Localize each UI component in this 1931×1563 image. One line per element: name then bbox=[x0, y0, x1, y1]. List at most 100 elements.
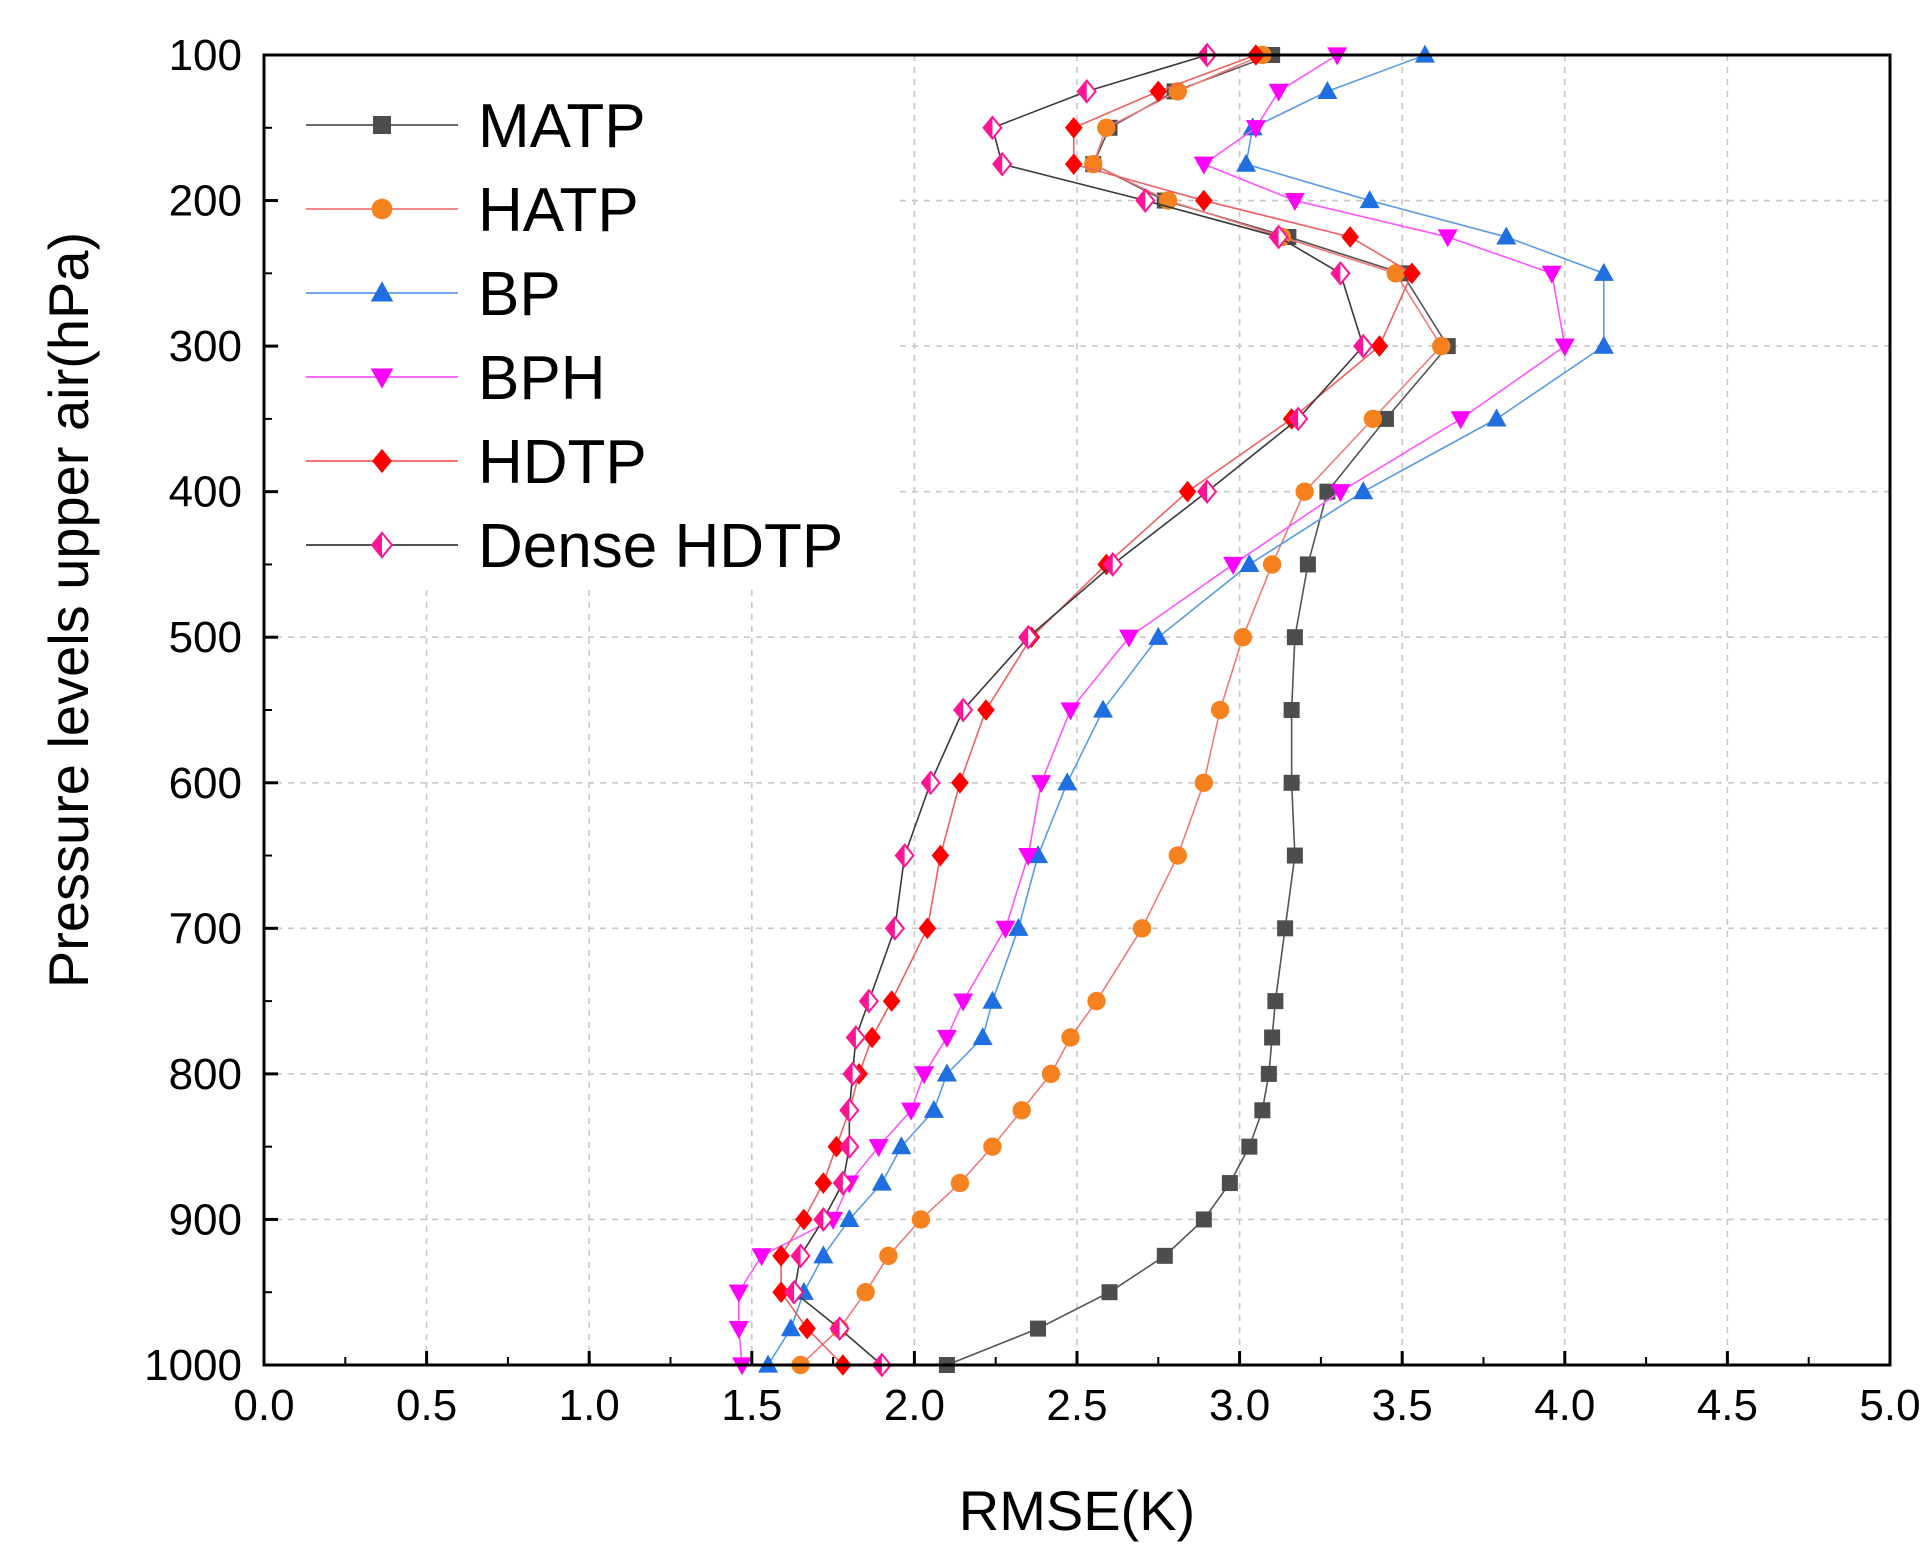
data-point bbox=[1239, 554, 1260, 573]
data-point bbox=[931, 844, 950, 867]
data-point bbox=[829, 1316, 850, 1341]
x-tick-label: 2.0 bbox=[884, 1381, 945, 1430]
y-tick-label: 700 bbox=[169, 904, 242, 953]
data-point bbox=[1178, 480, 1197, 503]
data-point bbox=[1195, 1211, 1212, 1228]
data-point bbox=[977, 699, 995, 721]
data-point bbox=[1363, 409, 1383, 429]
marker-fill bbox=[791, 1245, 801, 1267]
marker-fill bbox=[1354, 335, 1364, 357]
marker-fill bbox=[843, 1063, 853, 1085]
data-point bbox=[813, 1207, 834, 1232]
data-point bbox=[814, 1172, 833, 1194]
x-tick-label: 1.0 bbox=[559, 1381, 620, 1430]
data-point bbox=[1341, 226, 1359, 248]
data-point bbox=[1283, 774, 1300, 791]
marker-fill bbox=[840, 1135, 850, 1158]
data-point bbox=[1330, 260, 1351, 286]
y-tick-label: 100 bbox=[169, 31, 242, 80]
data-point bbox=[772, 1245, 790, 1267]
marker-fill bbox=[1269, 226, 1279, 248]
x-tick-label: 2.5 bbox=[1046, 1381, 1107, 1430]
legend-entry: HATP bbox=[306, 176, 639, 245]
x-tick-label: 0.0 bbox=[233, 1381, 294, 1430]
marker-fill bbox=[830, 1317, 840, 1340]
data-point bbox=[871, 1172, 892, 1191]
data-point bbox=[1168, 846, 1188, 865]
data-point bbox=[1156, 1247, 1173, 1264]
data-point bbox=[813, 1245, 834, 1264]
data-point bbox=[1057, 772, 1078, 791]
data-point bbox=[772, 1281, 790, 1304]
data-point bbox=[982, 990, 1003, 1009]
data-point bbox=[1295, 482, 1314, 501]
series-hdtp bbox=[772, 44, 1421, 1376]
data-point bbox=[953, 993, 974, 1012]
data-point bbox=[1593, 335, 1614, 354]
data-point bbox=[1262, 555, 1282, 574]
data-point bbox=[1353, 333, 1374, 359]
legend-label: BPH bbox=[478, 344, 605, 413]
legend-marker bbox=[370, 281, 394, 302]
marker-fill bbox=[372, 532, 382, 558]
y-tick-label: 900 bbox=[169, 1195, 242, 1244]
y-tick-label: 600 bbox=[169, 759, 242, 808]
x-tick-label: 3.5 bbox=[1372, 1381, 1433, 1430]
x-tick-label: 5.0 bbox=[1859, 1381, 1920, 1430]
data-point bbox=[1486, 408, 1507, 427]
data-point bbox=[995, 920, 1016, 939]
marker-fill bbox=[954, 699, 964, 721]
marker-fill bbox=[860, 990, 869, 1012]
data-point bbox=[1119, 629, 1140, 648]
data-point bbox=[894, 843, 915, 868]
data-point bbox=[1210, 700, 1230, 720]
data-point bbox=[1223, 556, 1244, 575]
legend-marker bbox=[372, 448, 392, 474]
marker-fill bbox=[993, 153, 1003, 175]
data-point bbox=[839, 1134, 860, 1160]
data-point bbox=[1268, 224, 1289, 250]
data-point bbox=[1233, 628, 1253, 647]
data-point bbox=[1060, 702, 1081, 721]
data-point bbox=[1450, 411, 1471, 430]
data-point bbox=[1132, 919, 1152, 938]
x-tick-label: 4.5 bbox=[1697, 1381, 1758, 1430]
data-point bbox=[1008, 917, 1029, 936]
data-point bbox=[1245, 120, 1266, 139]
data-point bbox=[1018, 624, 1039, 650]
data-point bbox=[780, 1318, 801, 1337]
marker-fill bbox=[1019, 626, 1029, 649]
series-line bbox=[767, 54, 1605, 1366]
data-point bbox=[879, 1246, 898, 1266]
data-point bbox=[1319, 483, 1336, 500]
x-tick-label: 0.5 bbox=[396, 1381, 457, 1430]
data-point bbox=[1317, 80, 1338, 99]
data-point bbox=[1353, 481, 1374, 500]
data-point bbox=[1064, 153, 1083, 175]
data-point bbox=[983, 1137, 1002, 1156]
marker-fill bbox=[895, 844, 905, 867]
data-point bbox=[918, 917, 937, 940]
data-point bbox=[1193, 156, 1214, 175]
data-point bbox=[839, 1097, 860, 1123]
marker-fill bbox=[1198, 480, 1208, 503]
data-point bbox=[951, 771, 969, 794]
legend-marker bbox=[373, 116, 391, 134]
data-point bbox=[920, 770, 941, 796]
series-line bbox=[780, 54, 1413, 1366]
data-point bbox=[1277, 920, 1294, 937]
data-point bbox=[953, 697, 974, 723]
data-point bbox=[1432, 336, 1451, 356]
data-point bbox=[1541, 265, 1562, 284]
data-point bbox=[1241, 1138, 1258, 1155]
data-point bbox=[842, 1061, 863, 1087]
data-point bbox=[1102, 552, 1123, 577]
data-point bbox=[1087, 991, 1106, 1011]
data-point bbox=[827, 1135, 846, 1158]
data-point bbox=[936, 1029, 957, 1048]
marker-fill bbox=[785, 1281, 795, 1304]
data-point bbox=[1027, 845, 1048, 864]
data-point bbox=[790, 1243, 811, 1269]
